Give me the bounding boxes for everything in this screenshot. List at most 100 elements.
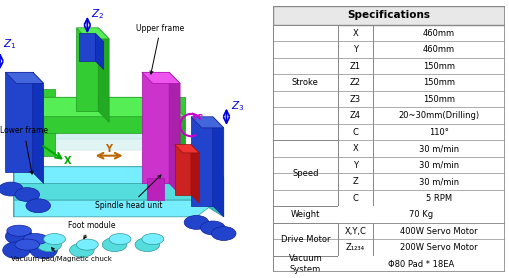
Text: $Z_1$: $Z_1$ xyxy=(3,38,16,51)
Polygon shape xyxy=(191,117,223,128)
Polygon shape xyxy=(196,167,223,217)
Polygon shape xyxy=(142,72,169,183)
Polygon shape xyxy=(169,72,180,195)
Ellipse shape xyxy=(37,238,61,252)
Text: Weight: Weight xyxy=(290,210,319,219)
Polygon shape xyxy=(6,72,33,172)
Text: Spindle head unit: Spindle head unit xyxy=(95,175,163,210)
Text: 70 Kg: 70 Kg xyxy=(426,210,450,219)
Text: 460mm: 460mm xyxy=(422,45,454,54)
Polygon shape xyxy=(79,33,95,61)
Polygon shape xyxy=(163,117,185,150)
Polygon shape xyxy=(191,145,199,203)
Polygon shape xyxy=(174,145,191,195)
Text: Φ80 Pad * 18EA: Φ80 Pad * 18EA xyxy=(405,260,471,269)
Ellipse shape xyxy=(6,228,33,245)
Bar xyxy=(337,206,504,223)
Text: Z1: Z1 xyxy=(349,61,360,71)
Polygon shape xyxy=(76,28,109,39)
Polygon shape xyxy=(41,133,169,150)
Text: C: C xyxy=(195,114,202,124)
Ellipse shape xyxy=(26,199,50,213)
Ellipse shape xyxy=(109,234,131,245)
Polygon shape xyxy=(147,178,163,200)
Text: X: X xyxy=(352,29,357,38)
Bar xyxy=(272,256,337,272)
Polygon shape xyxy=(14,167,218,183)
Polygon shape xyxy=(98,28,109,122)
Polygon shape xyxy=(33,72,44,183)
Polygon shape xyxy=(95,33,103,70)
Ellipse shape xyxy=(30,242,57,259)
Ellipse shape xyxy=(76,239,98,250)
Text: Y: Y xyxy=(352,161,357,170)
Text: 30 m/min: 30 m/min xyxy=(418,177,458,186)
Ellipse shape xyxy=(200,221,224,235)
Ellipse shape xyxy=(22,236,49,253)
Text: C: C xyxy=(352,128,357,136)
Text: 110°: 110° xyxy=(428,128,448,136)
Polygon shape xyxy=(33,97,185,117)
Text: Foot module: Foot module xyxy=(68,221,116,239)
Bar xyxy=(272,25,337,140)
Text: Lower frame: Lower frame xyxy=(0,126,48,174)
Text: Φ80 Pad * 18EA: Φ80 Pad * 18EA xyxy=(387,260,454,269)
Text: $Z_3$: $Z_3$ xyxy=(230,99,243,113)
Text: Speed: Speed xyxy=(292,169,318,178)
Ellipse shape xyxy=(23,234,48,245)
Text: Z3: Z3 xyxy=(349,95,360,104)
Ellipse shape xyxy=(142,234,163,245)
Text: Upper frame: Upper frame xyxy=(136,24,184,74)
Ellipse shape xyxy=(135,238,159,252)
Text: C: C xyxy=(352,194,357,203)
Polygon shape xyxy=(76,28,98,111)
Ellipse shape xyxy=(0,182,23,196)
Polygon shape xyxy=(14,200,218,217)
Ellipse shape xyxy=(184,215,208,229)
Ellipse shape xyxy=(44,234,65,245)
Text: Drive Motor: Drive Motor xyxy=(280,235,329,244)
Ellipse shape xyxy=(3,242,30,259)
Text: X: X xyxy=(64,156,71,166)
Polygon shape xyxy=(6,72,44,83)
Bar xyxy=(272,6,504,25)
Bar xyxy=(337,256,504,272)
Text: Vacuum pad/Magnetic chuck: Vacuum pad/Magnetic chuck xyxy=(11,248,111,262)
Bar xyxy=(272,206,337,223)
Polygon shape xyxy=(33,97,185,133)
Text: Stroke: Stroke xyxy=(291,78,318,87)
Text: 460mm: 460mm xyxy=(422,29,454,38)
Bar xyxy=(272,223,337,256)
Text: Y: Y xyxy=(352,45,357,54)
Text: 400W Servo Motor: 400W Servo Motor xyxy=(399,227,476,236)
Polygon shape xyxy=(14,167,218,200)
Text: 30 m/min: 30 m/min xyxy=(418,161,458,170)
Text: 150mm: 150mm xyxy=(422,61,454,71)
Text: 30 m/min: 30 m/min xyxy=(418,144,458,153)
Text: 200W Servo Motor: 200W Servo Motor xyxy=(399,243,476,252)
Polygon shape xyxy=(33,89,54,156)
Ellipse shape xyxy=(102,238,127,252)
Text: Specifications: Specifications xyxy=(347,10,430,20)
Text: 150mm: 150mm xyxy=(422,95,454,104)
Ellipse shape xyxy=(211,227,236,240)
Bar xyxy=(272,140,337,206)
Ellipse shape xyxy=(69,243,94,257)
Ellipse shape xyxy=(15,188,40,202)
Text: 150mm: 150mm xyxy=(422,78,454,87)
Ellipse shape xyxy=(15,239,40,250)
Polygon shape xyxy=(41,122,169,139)
Text: X: X xyxy=(352,144,357,153)
Polygon shape xyxy=(174,145,199,153)
Text: Y: Y xyxy=(105,143,112,153)
Text: $Z_2$: $Z_2$ xyxy=(91,7,104,21)
Text: 70 Kg: 70 Kg xyxy=(409,210,433,219)
Text: X,Y,C: X,Y,C xyxy=(344,227,365,236)
Polygon shape xyxy=(145,89,163,156)
Text: Vacuum
System: Vacuum System xyxy=(288,254,322,274)
Polygon shape xyxy=(212,117,223,217)
Text: Z4: Z4 xyxy=(349,111,360,120)
Text: 5 RPM: 5 RPM xyxy=(425,194,451,203)
Polygon shape xyxy=(142,72,180,83)
Ellipse shape xyxy=(7,225,32,236)
